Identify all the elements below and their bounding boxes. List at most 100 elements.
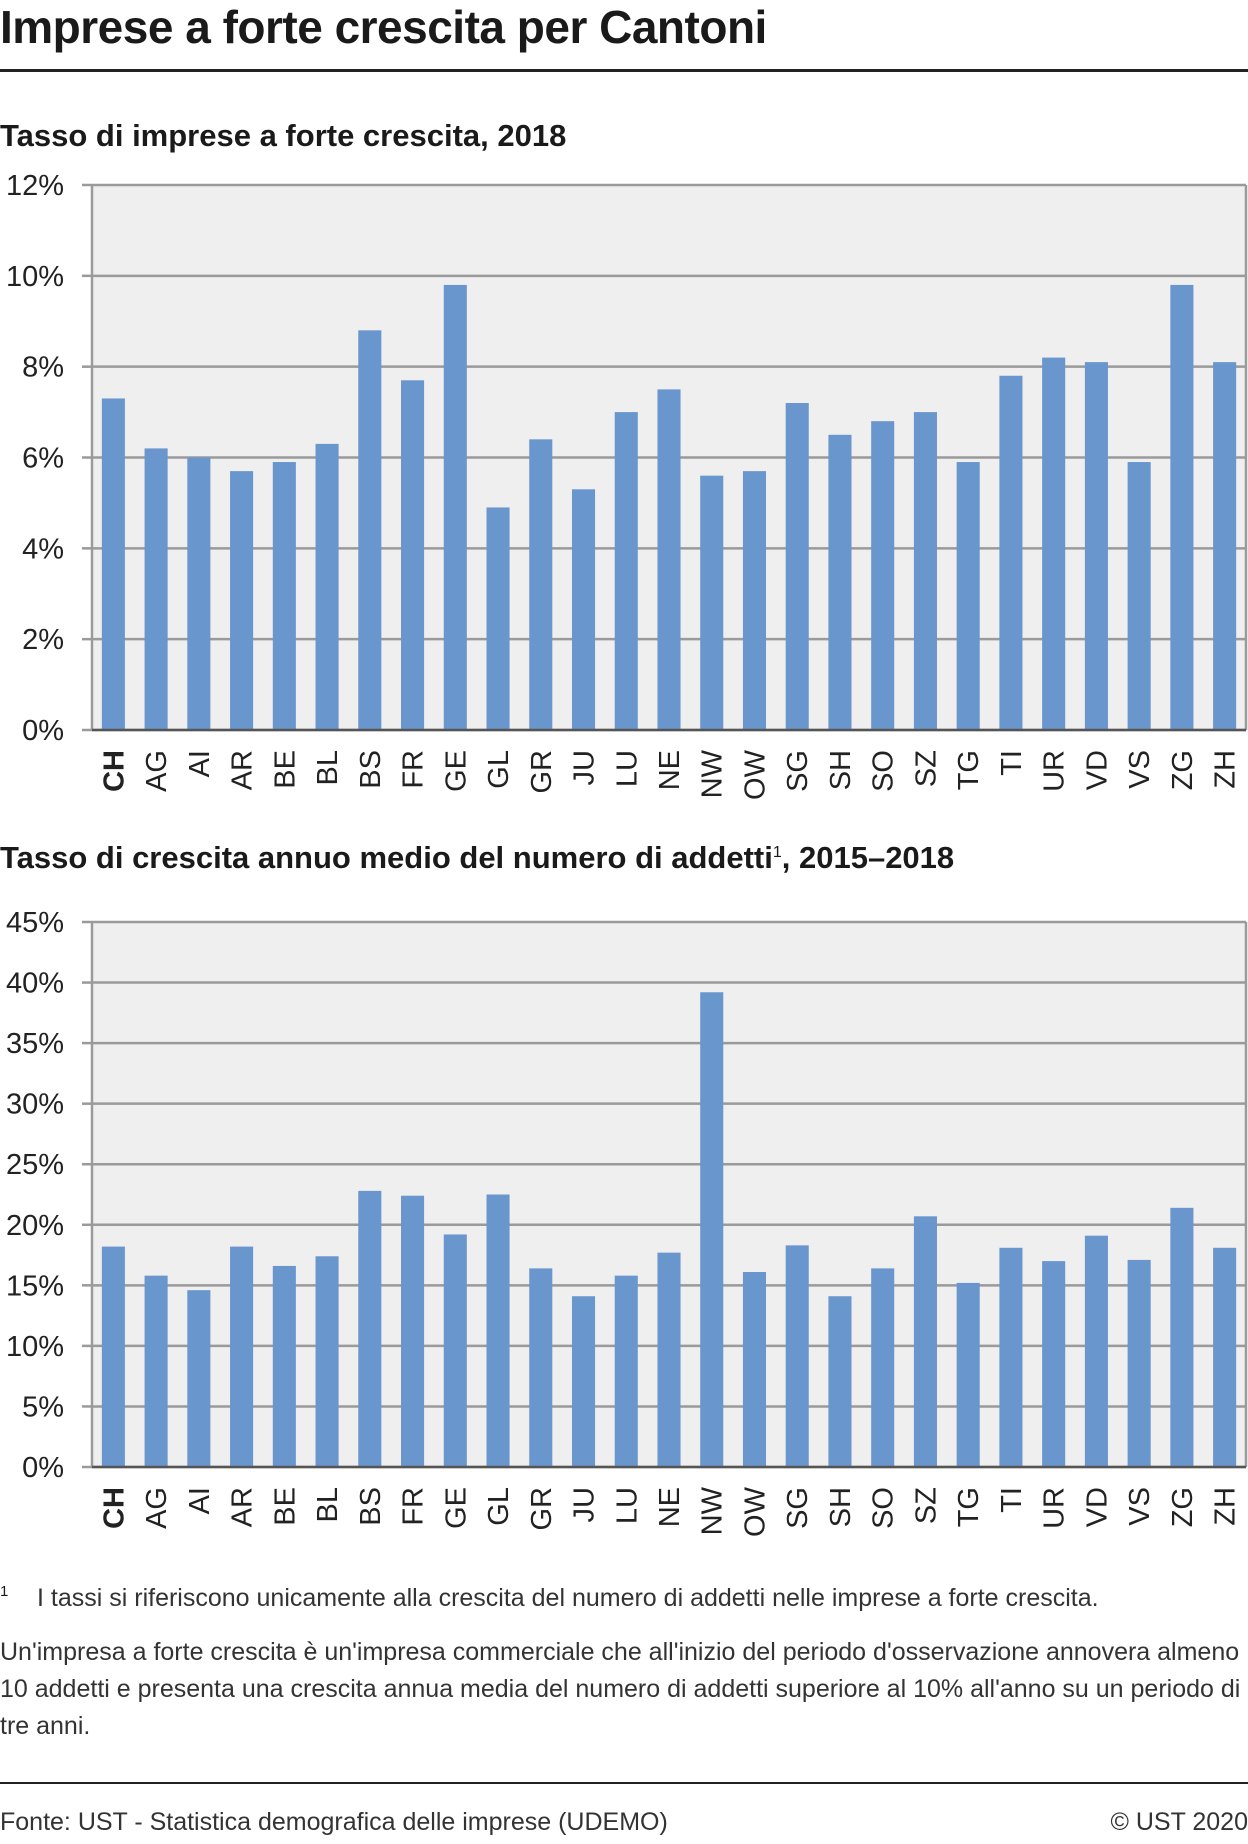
y-tick-label: 30%: [6, 1089, 64, 1121]
x-tick-label-sh: SH: [825, 750, 857, 790]
x-tick-label-ow: OW: [739, 749, 771, 800]
x-tick-label-sg: SG: [782, 1487, 814, 1529]
x-tick-label-vs: VS: [1124, 750, 1156, 789]
y-tick-label: 2%: [22, 624, 64, 656]
y-tick-label: 4%: [22, 533, 64, 565]
x-tick-label-gr: GR: [526, 750, 558, 794]
x-tick-label-gr: GR: [526, 1487, 558, 1531]
bar-fr: [401, 380, 425, 730]
x-tick-label-vd: VD: [1081, 750, 1113, 790]
x-tick-label-ge: GE: [440, 1487, 472, 1529]
bar-vs: [1127, 462, 1151, 730]
x-tick-label-fr: FR: [398, 750, 430, 789]
x-tick-label-bl: BL: [312, 1487, 344, 1522]
x-tick-label-ag: AG: [141, 1487, 173, 1529]
x-tick-label-ow: OW: [739, 1486, 771, 1537]
bar-sz: [913, 1216, 937, 1467]
bar-zg: [1170, 1207, 1194, 1467]
x-tick-label-vd: VD: [1081, 1487, 1113, 1527]
y-tick-label: 20%: [6, 1210, 64, 1242]
y-tick-label: 0%: [22, 715, 64, 747]
bar-ti: [999, 375, 1023, 730]
x-tick-label-ar: AR: [227, 750, 259, 790]
x-tick-label-zg: ZG: [1167, 750, 1199, 790]
bar-ai: [187, 1290, 211, 1467]
bar-nw: [700, 992, 724, 1467]
bar-ow: [742, 471, 767, 730]
bar-gr: [529, 439, 553, 730]
chart2-title-suffix: , 2015–2018: [781, 840, 955, 875]
x-tick-label-gl: GL: [483, 1487, 515, 1526]
bar-so: [871, 421, 895, 730]
x-tick-label-ch: CH: [98, 750, 130, 792]
bar-bl: [315, 443, 339, 730]
x-tick-label-zg: ZG: [1167, 1487, 1199, 1527]
y-tick-label: 6%: [22, 443, 64, 475]
x-tick-label-ju: JU: [569, 750, 601, 785]
x-tick-label-gl: GL: [483, 750, 515, 789]
chart2-title-main: Tasso di crescita annuo medio del numero…: [0, 840, 773, 875]
x-tick-label-nw: NW: [697, 1486, 729, 1535]
x-tick-label-ai: AI: [184, 750, 216, 777]
bar-tg: [956, 1282, 980, 1467]
x-tick-label-sh: SH: [825, 1487, 857, 1527]
bar-vd: [1084, 1235, 1108, 1467]
x-tick-label-sg: SG: [782, 750, 814, 792]
y-tick-label: 5%: [22, 1391, 64, 1423]
y-tick-label: 8%: [22, 352, 64, 384]
bar-ow: [742, 1272, 767, 1467]
x-tick-label-zh: ZH: [1210, 1487, 1242, 1526]
y-tick-label: 15%: [6, 1270, 64, 1302]
x-tick-label-bs: BS: [355, 750, 387, 789]
bar-ar: [230, 1246, 254, 1467]
bar-be: [272, 1265, 296, 1467]
bar-vd: [1084, 362, 1108, 730]
x-tick-label-ti: TI: [996, 1487, 1028, 1513]
bar-ch: [101, 1246, 125, 1467]
x-tick-label-nw: NW: [697, 749, 729, 798]
footnote-number: 1: [0, 1583, 9, 1600]
x-tick-label-ge: GE: [440, 750, 472, 792]
bar-ur: [1042, 1261, 1066, 1467]
x-tick-label-zh: ZH: [1210, 750, 1242, 789]
y-tick-label: 25%: [6, 1149, 64, 1181]
bar-ge: [443, 284, 467, 730]
bar-lu: [614, 412, 638, 730]
bar-nw: [700, 475, 724, 730]
footer-divider: [0, 1782, 1248, 1784]
y-tick-label: 45%: [6, 907, 64, 939]
bar-lu: [614, 1275, 638, 1467]
bar-sg: [785, 1245, 809, 1467]
chart2-title-footnote-ref: 1: [772, 844, 782, 861]
bar-bs: [358, 330, 382, 730]
bar-gl: [486, 1194, 510, 1467]
x-tick-label-fr: FR: [398, 1487, 430, 1526]
x-tick-label-ai: AI: [184, 1487, 216, 1514]
bar-bl: [315, 1256, 339, 1467]
x-tick-label-bs: BS: [355, 1487, 387, 1526]
x-tick-label-tg: TG: [953, 1487, 985, 1527]
bar-ag: [144, 448, 168, 730]
x-tick-label-ne: NE: [654, 1487, 686, 1527]
bar-ar: [230, 471, 254, 730]
bar-so: [871, 1268, 895, 1467]
chart1-title: Tasso di imprese a forte crescita, 2018: [0, 118, 567, 153]
y-tick-label: 10%: [6, 261, 64, 293]
chart-employee-growth-rate: 0% 5% 10% 15% 20% 25% 30% 35% 40% 45% CH AG AI AR BE BL…: [6, 907, 1248, 1537]
x-tick-label-so: SO: [868, 750, 900, 792]
bar-tg: [956, 462, 980, 730]
x-tick-label-ur: UR: [1039, 750, 1071, 792]
chart2-title: Tasso di crescita annuo medio del numero…: [0, 840, 954, 876]
bar-sh: [828, 1296, 852, 1467]
x-tick-label-be: BE: [269, 1487, 301, 1526]
bar-ju: [571, 489, 596, 730]
x-tick-label-ti: TI: [996, 750, 1028, 776]
y-tick-label: 35%: [6, 1028, 64, 1060]
x-tick-label-ag: AG: [141, 750, 173, 792]
bar-ur: [1042, 357, 1066, 730]
bar-ne: [657, 1252, 681, 1467]
bar-sh: [828, 434, 852, 730]
bar-fr: [401, 1195, 425, 1467]
x-tick-label-be: BE: [269, 750, 301, 789]
title-divider: [0, 69, 1248, 72]
